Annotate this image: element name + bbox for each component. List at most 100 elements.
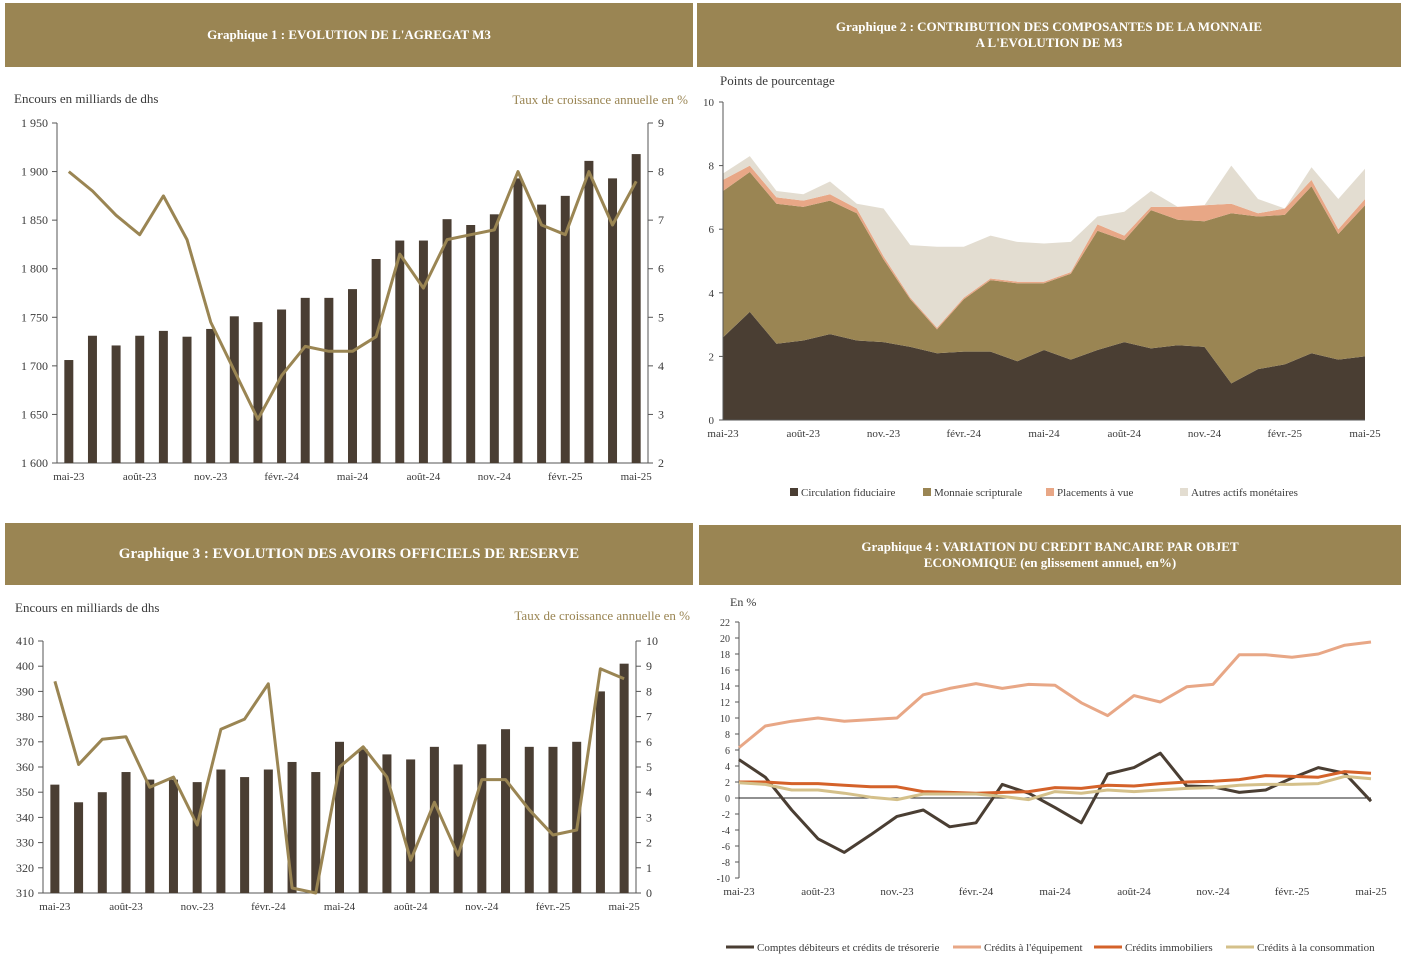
bar: [121, 772, 131, 893]
x-tick-label: nov.-24: [465, 901, 499, 913]
y-tick-label: -4: [722, 826, 730, 837]
bar: [548, 746, 558, 893]
x-tick-label: févr.-25: [536, 901, 571, 913]
x-tick-label: nov.-24: [478, 471, 512, 483]
bar: [348, 289, 357, 463]
bar: [334, 741, 345, 893]
bar: [182, 336, 192, 463]
bar: [477, 744, 487, 893]
bar: [229, 316, 239, 463]
y-tick-label: 410: [16, 634, 34, 648]
y-tick-label: 360: [16, 760, 34, 774]
chart2-title-line2: A L'EVOLUTION DE M3: [975, 35, 1123, 50]
y2-tick-label: 3: [646, 810, 652, 824]
legend-label: Comptes débiteurs et crédits de trésorer…: [757, 942, 939, 954]
y2-tick-label: 6: [658, 262, 664, 276]
chart1: Encours en milliards de dhs Taux de crois…: [14, 91, 688, 483]
bar: [263, 769, 273, 893]
bar: [135, 335, 145, 463]
bar: [429, 746, 439, 893]
bar: [311, 772, 321, 893]
y-tick-label: 380: [16, 710, 34, 724]
y2-tick-label: 5: [646, 760, 652, 774]
bar: [87, 335, 97, 463]
y2-axis-label: Taux de croissance annuelle en %: [512, 92, 688, 107]
bar: [287, 761, 297, 893]
growth-rate-line: [53, 667, 625, 895]
y-tick-label: 0: [725, 794, 730, 805]
bar: [584, 160, 594, 463]
bar: [524, 746, 534, 893]
chart1-title-banner: Graphique 1 : EVOLUTION DE L'AGREGAT M3: [5, 3, 693, 67]
x-tick-label: mai-24: [324, 901, 356, 913]
y2-tick-label: 2: [658, 456, 664, 470]
area-placements-vue: [723, 165, 1365, 330]
y-tick-label: 1 950: [21, 116, 48, 130]
legend-label: Placements à vue: [1057, 487, 1133, 499]
line-cr-dits-la-consommation: [738, 774, 1372, 802]
y-tick-label: 8: [725, 730, 730, 741]
y2-tick-label: 4: [658, 359, 664, 373]
chart4: En %2220181614121086420-2-4-6-8-10mai-23…: [717, 595, 1387, 954]
x-tick-label: août-23: [801, 886, 835, 898]
legend-swatch: [790, 488, 798, 496]
y2-axis-label: Taux de croissance annuelle en %: [514, 608, 690, 623]
x-tick-label: févr.-24: [264, 471, 299, 483]
x-tick-label: mai-23: [53, 471, 85, 483]
x-tick-label: août-24: [407, 471, 441, 483]
x-tick-label: mai-24: [1028, 428, 1060, 440]
legend-swatch: [1046, 488, 1054, 496]
y-tick-label: 6: [725, 746, 730, 757]
x-tick-label: mai-25: [621, 471, 653, 483]
y2-tick-label: 8: [646, 684, 652, 698]
x-tick-label: nov.-24: [1188, 428, 1222, 440]
y-tick-label: 1 650: [21, 407, 48, 421]
legend-label: Autres actifs monétaires: [1191, 487, 1298, 499]
bar: [253, 322, 263, 463]
bar: [145, 779, 155, 893]
y-tick-label: 1 750: [21, 310, 48, 324]
y-tick-label: -2: [722, 810, 730, 821]
y-tick-label: 18: [720, 650, 730, 661]
chart4-title-line2: ECONOMIQUE (en glissement annuel, en%): [923, 555, 1177, 570]
bar: [371, 259, 381, 463]
y-tick-label: 4: [725, 762, 730, 773]
bar: [418, 240, 428, 463]
bar: [240, 777, 250, 893]
bar: [513, 178, 523, 463]
y-tick-label: 1 850: [21, 213, 48, 227]
bar: [64, 360, 74, 463]
y2-tick-label: 5: [658, 310, 664, 324]
y-tick-label: 310: [16, 886, 34, 900]
y-tick-label: 10: [720, 714, 730, 725]
x-tick-label: févr.-24: [946, 428, 981, 440]
x-tick-label: févr.-24: [251, 901, 286, 913]
x-tick-label: août-24: [394, 901, 428, 913]
y-tick-label: 2: [725, 778, 730, 789]
y2-tick-label: 2: [646, 836, 652, 850]
line-cr-dits-l-quipement: [738, 640, 1372, 749]
bar: [300, 297, 310, 463]
bar: [324, 297, 334, 463]
legend-swatch: [1180, 488, 1188, 496]
y-tick-label: 0: [709, 415, 715, 427]
legend-swatch: [923, 488, 931, 496]
x-tick-label: mai-23: [723, 886, 755, 898]
chart1-title: Graphique 1 : EVOLUTION DE L'AGREGAT M3: [207, 27, 491, 42]
y2-tick-label: 6: [646, 735, 652, 749]
area-monnaie-scripturale: [723, 172, 1365, 384]
x-tick-label: août-23: [109, 901, 143, 913]
y2-tick-label: 10: [646, 634, 658, 648]
y-tick-label: 340: [16, 810, 34, 824]
bar: [489, 214, 499, 463]
legend-label: Crédits à l'équipement: [984, 942, 1083, 954]
bar: [537, 204, 547, 463]
bar: [74, 802, 84, 893]
y2-tick-label: 4: [646, 785, 652, 799]
bar: [97, 792, 107, 893]
y-tick-label: -6: [722, 842, 730, 853]
x-tick-label: mai-23: [707, 428, 739, 440]
y2-tick-label: 7: [658, 213, 664, 227]
x-tick-label: mai-25: [609, 901, 641, 913]
y-tick-label: 16: [720, 666, 730, 677]
